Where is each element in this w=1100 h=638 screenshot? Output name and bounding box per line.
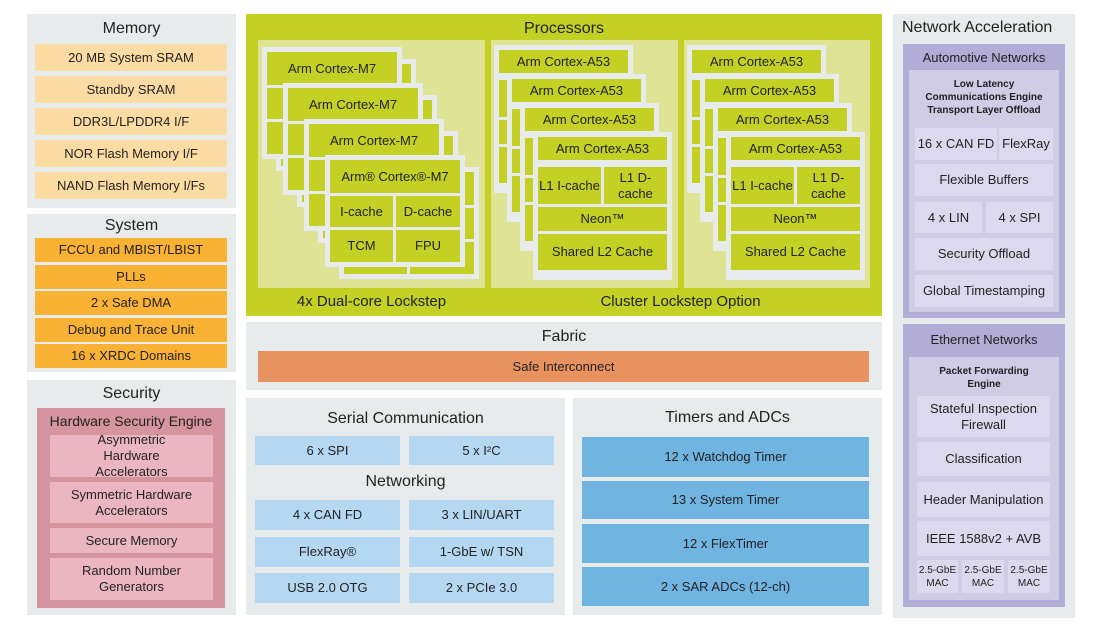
m7-core-title: Arm Cortex-M7 [288,88,418,121]
eth-item: Header Manipulation [917,482,1050,517]
m7-tcm: TCM [330,230,393,262]
safe-interconnect: Safe Interconnect [258,351,869,382]
m7-fpu: FPU [396,230,460,262]
network-acceleration-panel: Network Acceleration Automotive Networks… [893,14,1075,618]
memory-item: Standby SRAM [35,76,227,103]
memory-panel: Memory 20 MB System SRAM Standby SRAM DD… [27,14,236,208]
timers-panel: Timers and ADCs 12 x Watchdog Timer 13 x… [573,398,882,615]
memory-title: Memory [102,20,161,37]
mac-item: 2.5-GbE MAC [917,560,958,593]
a53-l1-dcache: L1 D-cache [604,167,667,204]
llce-title: Low Latency Communications Engine Transp… [925,79,1043,116]
security-panel: Security Hardware Security Engine Asymme… [27,380,236,615]
eth-item: IEEE 1588v2 + AVB [917,521,1050,556]
a53-core-title: Arm Cortex-A53 [705,79,834,102]
m7-dcache: D-cache [396,196,460,227]
security-item: Symmetric Hardware Accelerators [50,482,213,523]
a53-l1-icache: L1 I-cache [731,167,794,204]
serial-item: 5 x I²C [409,436,554,465]
networking-item: USB 2.0 OTG [255,573,400,603]
security-item: Random Number Generators [50,558,213,600]
memory-item: DDR3L/LPDDR4 I/F [35,108,227,135]
system-item: 16 x XRDC Domains [35,344,227,368]
cluster-lockstep-label: Cluster Lockstep Option [600,293,761,310]
hse-title: Hardware Security Engine [49,413,213,429]
automotive-title: Automotive Networks [922,50,1046,65]
timer-item: 13 x System Timer [582,481,869,519]
networking-title: Networking [365,473,446,490]
mac-item: 2.5-GbE MAC [1008,560,1050,593]
a53-core-card: Arm Cortex-A53 L1 I-cache L1 D-cache Neon™ S… [726,132,865,280]
system-item: FCCU and MBIST/LBIST [35,238,227,262]
networking-item: 2 x PCIe 3.0 [409,573,554,603]
auto-item: 16 x CAN FD [915,128,997,160]
a53-neon: Neon™ [538,207,667,231]
fabric-title: Fabric [541,328,587,345]
a53-neon: Neon™ [731,207,860,231]
system-panel: System FCCU and MBIST/LBIST PLLs 2 x Saf… [27,214,236,372]
a53-core-title: Arm Cortex-A53 [692,50,821,73]
auto-item: Security Offload [915,238,1053,270]
m7-core-title: Arm® Cortex®-M7 [330,160,460,193]
memory-item: 20 MB System SRAM [35,44,227,71]
m7-core-title: Arm Cortex-M7 [309,124,439,157]
timer-item: 12 x FlexTimer [582,524,869,563]
automotive-networks: Automotive Networks Low Latency Communic… [903,44,1065,318]
eth-item: Classification [917,442,1050,476]
m7-icache: I-cache [330,196,393,227]
system-title: System [104,217,159,234]
processors-title: Processors [523,20,605,37]
mac-item: 2.5-GbE MAC [962,560,1004,593]
serial-communication-panel: Serial Communication 6 x SPI 5 x I²C Net… [246,398,565,615]
a53-shared-l2: Shared L2 Cache [538,234,667,270]
auto-item: Flexible Buffers [915,164,1053,196]
timers-title: Timers and ADCs [665,409,790,426]
security-item: Secure Memory [50,528,213,553]
a53-core-title: Arm Cortex-A53 [538,137,667,160]
llce-block: Low Latency Communications Engine Transp… [909,70,1059,312]
networking-item: 1-GbE w/ TSN [409,537,554,567]
a53-l1-icache: L1 I-cache [538,167,601,204]
auto-item: 4 x LIN [915,202,982,233]
hardware-security-engine: Hardware Security Engine Asymmetric Hard… [37,408,225,608]
pfe-block: Packet Forwarding Engine Stateful Inspec… [909,357,1059,600]
serial-item: 6 x SPI [255,436,400,465]
a53-core-title: Arm Cortex-A53 [731,137,860,160]
memory-item: NOR Flash Memory I/F [35,140,227,167]
ethernet-networks: Ethernet Networks Packet Forwarding Engi… [903,324,1065,607]
a53-shared-l2: Shared L2 Cache [731,234,860,270]
ethernet-title: Ethernet Networks [930,332,1038,347]
memory-item: NAND Flash Memory I/Fs [35,172,227,199]
pfe-title: Packet Forwarding Engine [939,366,1029,390]
m7-core-card: Arm® Cortex®-M7 I-cache D-cache TCM FPU [325,155,465,267]
timer-item: 2 x SAR ADCs (12-ch) [582,567,869,606]
a53-core-title: Arm Cortex-A53 [512,79,641,102]
fabric-panel: Fabric Safe Interconnect [246,322,882,390]
auto-item: 4 x SPI [986,202,1053,233]
m7-lockstep-label: 4x Dual-core Lockstep [296,293,447,310]
security-title: Security [102,385,161,402]
networking-item: FlexRay® [255,537,400,567]
a53-l1-dcache: L1 D-cache [797,167,860,204]
a53-core-title: Arm Cortex-A53 [499,50,628,73]
networking-item: 4 x CAN FD [255,500,400,530]
m7-core-title: Arm Cortex-M7 [267,52,397,85]
timer-item: 12 x Watchdog Timer [582,437,869,477]
system-item: Debug and Trace Unit [35,318,227,342]
a53-core-card: Arm Cortex-A53 L1 I-cache L1 D-cache Neon™ S… [533,132,672,280]
security-item: Asymmetric Hardware Accelerators [50,432,213,479]
system-item: PLLs [35,265,227,289]
network-acceleration-title: Network Acceleration [902,19,1053,36]
networking-item: 3 x LIN/UART [409,500,554,530]
system-item: 2 x Safe DMA [35,291,227,315]
auto-item: Global Timestamping [915,275,1053,307]
eth-item: Stateful Inspection Firewall [917,396,1050,437]
serial-title: Serial Communication [327,410,484,427]
auto-item: FlexRay [999,128,1053,160]
a53-core-title: Arm Cortex-A53 [718,108,847,131]
a53-core-title: Arm Cortex-A53 [525,108,654,131]
